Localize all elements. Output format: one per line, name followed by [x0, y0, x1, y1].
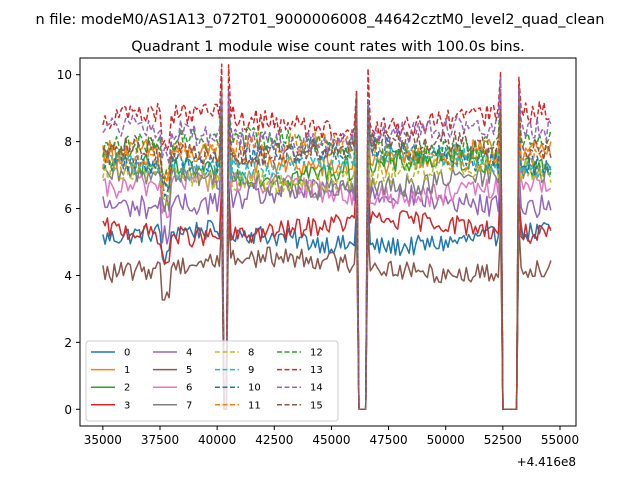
- y-tick-label: 6: [64, 202, 72, 216]
- x-tick-label: 50000: [427, 433, 465, 447]
- legend-label-8: 8: [248, 348, 254, 359]
- axes-frame: [79, 57, 577, 427]
- legend-label-2: 2: [124, 383, 130, 394]
- x-offset-text: +4.416e8: [517, 455, 576, 469]
- series-line-11: [102, 83, 552, 411]
- series-line-9: [102, 112, 552, 411]
- legend-label-15: 15: [310, 400, 323, 411]
- y-axis: 0 2 4 6 8 10: [57, 68, 80, 417]
- legend-label-3: 3: [124, 400, 130, 411]
- y-tick-label: 0: [64, 403, 72, 417]
- x-tick-label: 55000: [541, 433, 579, 447]
- legend-label-6: 6: [186, 383, 192, 394]
- chart-title: Quadrant 1 module wise count rates with …: [131, 39, 525, 55]
- legend-label-11: 11: [248, 400, 261, 411]
- legend-label-4: 4: [186, 348, 192, 359]
- series-line-15: [102, 92, 552, 411]
- figure-suptitle: n file: modeM0/AS1A13_072T01_9000006008_…: [36, 12, 605, 28]
- legend-label-9: 9: [248, 365, 254, 376]
- series-line-8: [102, 121, 552, 411]
- legend-label-0: 0: [124, 348, 130, 359]
- x-tick-label: 40000: [198, 433, 236, 447]
- legend-box: [85, 340, 339, 422]
- x-axis: 35000 37500 40000 42500 45000 47500 50000 52500…: [84, 426, 579, 447]
- legend-label-13: 13: [310, 365, 323, 376]
- x-tick-label: 52500: [484, 433, 522, 447]
- series-line-5: [102, 212, 552, 411]
- y-tick-label: 4: [64, 269, 72, 283]
- legend-label-1: 1: [124, 365, 130, 376]
- legend-label-10: 10: [248, 383, 261, 394]
- legend-label-7: 7: [186, 400, 192, 411]
- series-line-4: [102, 147, 552, 411]
- legend-label-5: 5: [186, 365, 192, 376]
- x-tick-label: 42500: [255, 433, 293, 447]
- x-tick-label: 35000: [84, 433, 122, 447]
- series-line-0: [102, 182, 552, 411]
- y-tick-label: 10: [57, 68, 72, 82]
- x-tick-label: 37500: [141, 433, 179, 447]
- series-line-13: [102, 63, 552, 411]
- series-line-3: [102, 176, 552, 411]
- y-tick-label: 2: [64, 336, 72, 350]
- legend-label-14: 14: [310, 383, 323, 394]
- x-tick-label: 47500: [369, 433, 407, 447]
- y-tick-label: 8: [64, 135, 72, 149]
- x-tick-label: 45000: [312, 433, 350, 447]
- series-layer: [102, 63, 552, 411]
- legend-label-12: 12: [310, 348, 323, 359]
- series-line-12: [102, 77, 552, 411]
- plot-area: 35000 37500 40000 42500 45000 47500 50000 52500…: [57, 57, 579, 469]
